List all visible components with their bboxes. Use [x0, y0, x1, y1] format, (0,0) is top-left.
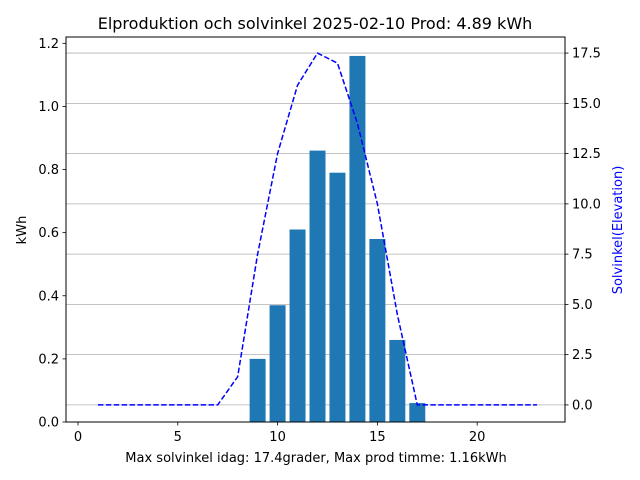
x-tick-label: 15 — [369, 430, 386, 445]
x-tick-label: 0 — [74, 430, 82, 445]
x-axis: 0 5 10 15 20 — [74, 422, 486, 445]
bar — [329, 172, 346, 422]
y-tick-label: 1.0 — [38, 100, 59, 115]
y2-tick-label: 17.5 — [572, 47, 601, 62]
y2-axis-label: Solvinkel(Elevation) — [611, 166, 626, 295]
y-tick-label: 0.2 — [38, 352, 59, 367]
bar — [249, 358, 266, 422]
x-tick-label: 20 — [469, 430, 486, 445]
y2-tick-label: 7.5 — [572, 248, 593, 263]
bar — [389, 339, 406, 422]
y-axis-label: kWh — [15, 216, 30, 245]
y-tick-label: 0.0 — [38, 416, 59, 431]
y-tick-label: 0.6 — [38, 226, 59, 241]
y2-tick-label: 12.5 — [572, 147, 601, 162]
y-axis-left: 0.0 0.2 0.4 0.6 0.8 1.0 1.2 — [38, 37, 66, 431]
y2-tick-label: 5.0 — [572, 298, 593, 313]
y-tick-label: 0.4 — [38, 289, 59, 304]
y-tick-label: 1.2 — [38, 37, 59, 52]
y2-tick-label: 0.0 — [572, 398, 593, 413]
bar — [269, 305, 286, 422]
bar — [289, 229, 306, 422]
elevation-line — [97, 52, 538, 406]
x-tick-label: 10 — [269, 430, 286, 445]
x-axis-label: Max solvinkel idag: 17.4grader, Max prod… — [125, 451, 506, 466]
y-axis-right: 0.0 2.5 5.0 7.5 10.0 12.5 15.0 17.5 — [565, 47, 601, 413]
bar — [409, 403, 426, 422]
y2-tick-label: 15.0 — [572, 97, 601, 112]
bar — [369, 238, 386, 422]
bar — [309, 150, 326, 422]
bar — [349, 55, 366, 423]
x-tick-label: 5 — [174, 430, 182, 445]
elevation-line-series — [97, 52, 538, 406]
plot-frame — [65, 36, 566, 423]
y2-tick-label: 10.0 — [572, 197, 601, 212]
chart-title: Elproduktion och solvinkel 2025-02-10 Pr… — [98, 14, 533, 33]
bar-series — [249, 55, 426, 423]
y-tick-label: 0.8 — [38, 163, 59, 178]
y2-tick-label: 2.5 — [572, 348, 593, 363]
